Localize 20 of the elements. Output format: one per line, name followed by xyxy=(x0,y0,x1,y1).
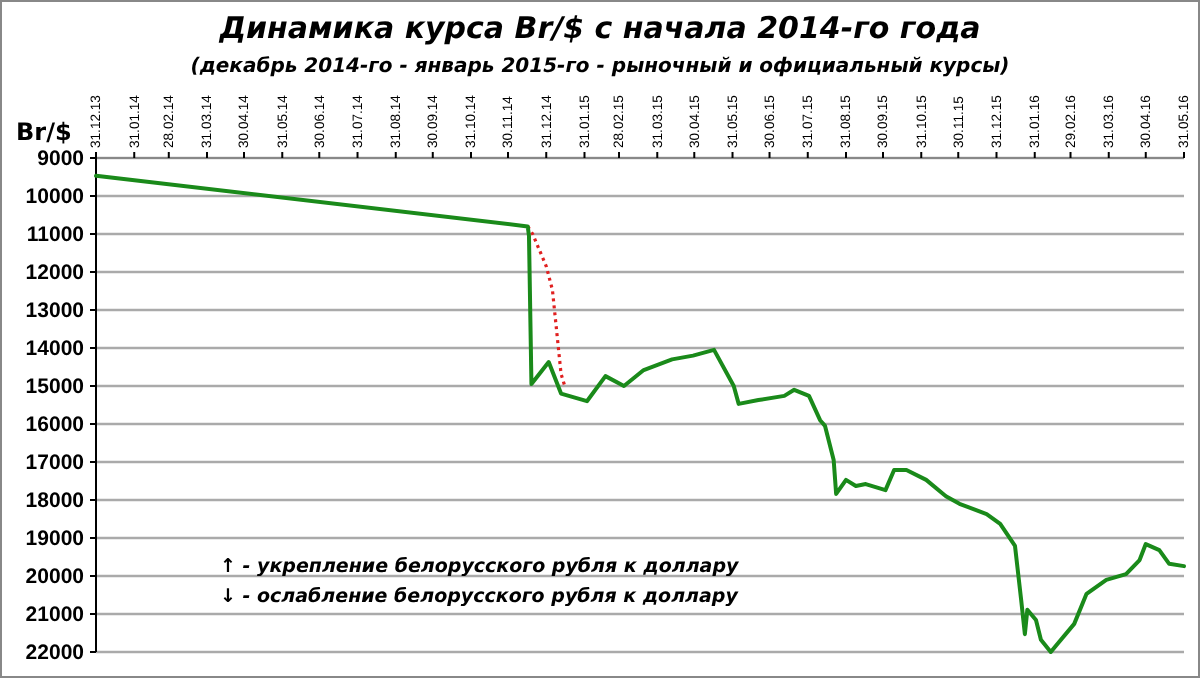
annotation: ↓ - ослабление белорусского рубля к доллару xyxy=(220,586,740,608)
y-tick-label: 20000 xyxy=(25,564,85,589)
line-series xyxy=(94,173,1186,654)
y-tick-label: 13000 xyxy=(25,298,85,323)
chart-title: Динамика курса Br/$ с начала 2014-го года xyxy=(217,10,981,46)
y-tick-label: 12000 xyxy=(25,260,85,285)
chart-subtitle: (декабрь 2014-го - январь 2015-го - рыночный и официальный курсы) xyxy=(190,56,1010,78)
y-tick-label: 11000 xyxy=(26,222,85,247)
y-tick-label: 14000 xyxy=(25,336,85,361)
y-axis-title: Br/$ xyxy=(16,118,72,146)
y-tick-label: 17000 xyxy=(25,450,85,475)
y-tick-label: 15000 xyxy=(25,374,85,399)
y-tick-label: 18000 xyxy=(25,488,85,513)
y-tick-label: 22000 xyxy=(25,640,85,665)
y-tick-label: 16000 xyxy=(25,412,85,437)
y-tick-label: 19000 xyxy=(25,526,85,551)
annotation: ↑ - укрепление белорусского рубля к доллару xyxy=(220,556,740,578)
y-tick-label: 21000 xyxy=(25,602,85,627)
y-tick-label: 9000 xyxy=(37,146,85,171)
y-tick-label: 10000 xyxy=(25,184,85,209)
